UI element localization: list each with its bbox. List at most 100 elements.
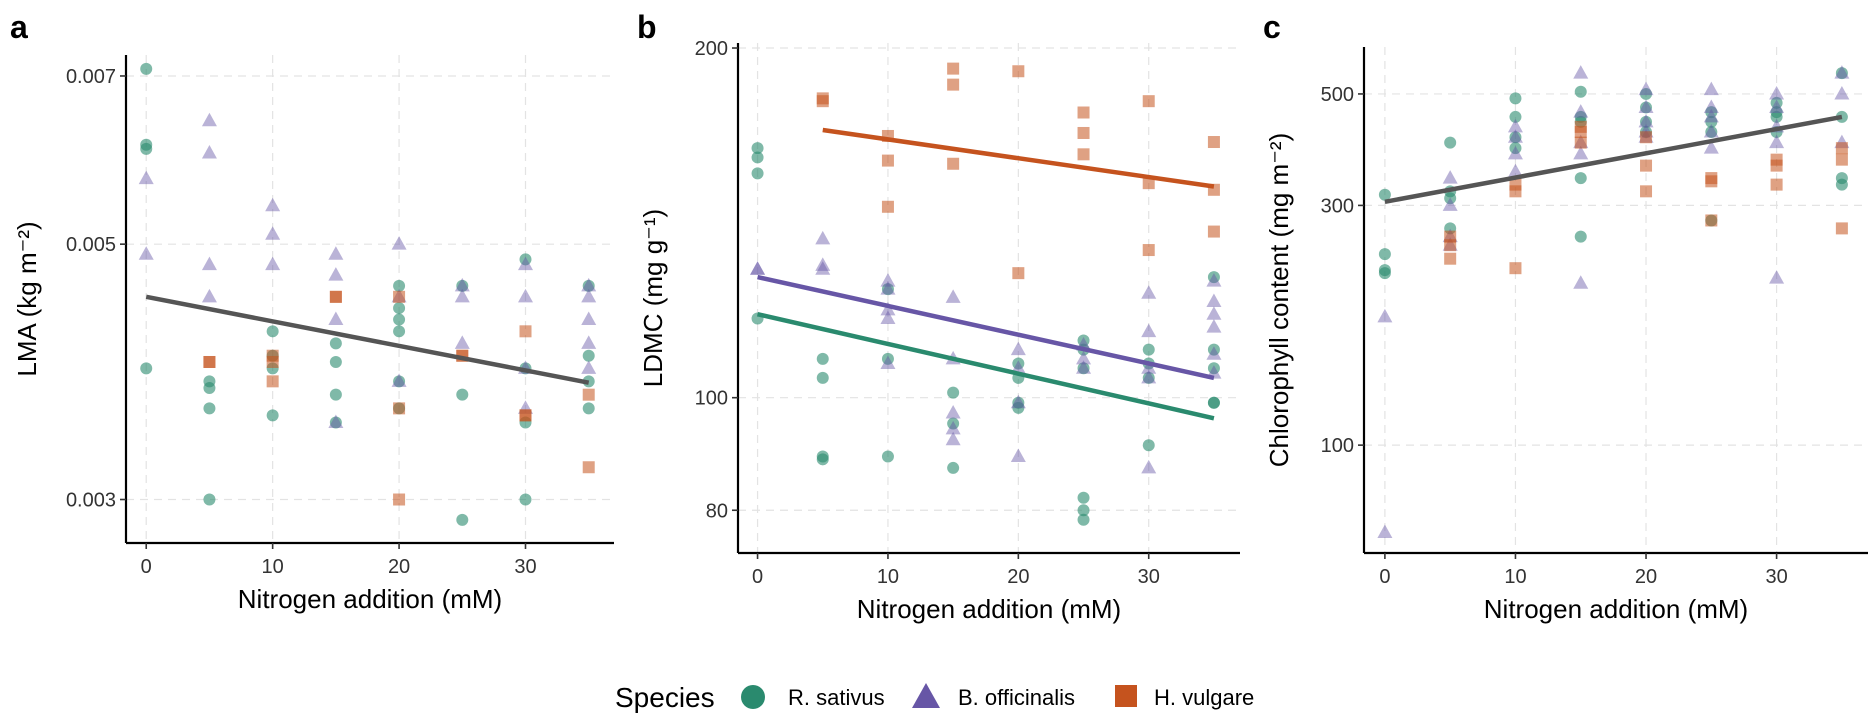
point-b-officinalis [880,355,896,370]
y-tick-label: 80 [706,500,728,522]
point-r-sativus [947,386,960,399]
point-r-sativus [329,416,342,429]
point-b-officinalis [1010,448,1026,462]
point-r-sativus [1207,343,1220,356]
point-b-officinalis [265,256,281,271]
y-tick-label: 100 [1321,435,1354,457]
point-b-officinalis [454,288,470,303]
fit-line-all [1384,114,1843,205]
point-r-sativus [1077,362,1090,375]
point-r-sativus [456,388,469,401]
point-b-officinalis [1010,341,1026,356]
point-h-vulgare [1574,136,1587,149]
point-h-vulgare [1640,131,1653,144]
legend-label-b-officinalis: B. officinalis [958,685,1075,710]
fit-line-h-vulgare [822,127,1215,189]
point-b-officinalis [880,310,896,324]
point-b-officinalis [880,273,896,287]
point-r-sativus [456,513,469,526]
point-h-vulgare [393,402,406,415]
point-r-sativus [1770,96,1783,109]
point-b-officinalis [880,281,896,295]
y-tick-label: 0.005 [66,234,116,256]
point-r-sativus [1835,178,1848,191]
legend: Species R. sativus B. officinalis H. vul… [615,682,1254,713]
point-h-vulgare [947,157,960,170]
point-r-sativus [1509,142,1522,155]
point-h-vulgare [1835,153,1848,166]
point-r-sativus [1574,230,1587,243]
point-b-officinalis [265,226,281,240]
point-r-sativus [1705,125,1718,138]
point-b-officinalis [1206,293,1222,308]
point-r-sativus [1077,334,1090,347]
point-h-vulgare [1640,159,1653,172]
point-b-officinalis [518,288,534,303]
point-b-officinalis [1206,319,1222,333]
point-r-sativus [1077,504,1090,517]
x-tick-label: 30 [1765,566,1787,588]
legend-title: Species [615,682,715,713]
point-h-vulgare [582,388,595,401]
point-b-officinalis [1573,275,1589,289]
point-r-sativus [1509,110,1522,123]
point-r-sativus [393,279,406,292]
point-r-sativus [582,349,595,362]
point-h-vulgare [266,375,279,388]
point-h-vulgare [1770,159,1783,172]
point-r-sativus [1509,131,1522,144]
point-b-officinalis [391,236,407,250]
point-r-sativus [1640,115,1653,128]
point-r-sativus [751,142,764,155]
point-r-sativus [266,325,279,338]
point-b-officinalis [1769,270,1785,284]
point-r-sativus [203,381,216,394]
x-tick-label: 0 [141,556,152,578]
point-r-sativus [329,337,342,350]
point-r-sativus [1705,106,1718,119]
x-axis-title: Nitrogen addition (mM) [1484,594,1748,624]
point-h-vulgare [1012,65,1025,78]
point-r-sativus [393,325,406,338]
point-b-officinalis [1010,394,1026,409]
point-r-sativus [1012,357,1025,370]
point-h-vulgare [203,355,216,368]
point-b-officinalis [1442,170,1458,184]
point-b-officinalis [581,360,597,374]
point-b-officinalis [581,311,597,326]
point-r-sativus [751,151,764,164]
point-b-officinalis [1377,524,1393,539]
point-b-officinalis [581,335,597,349]
point-r-sativus [203,493,216,506]
point-r-sativus [582,402,595,415]
point-b-officinalis [138,246,154,260]
point-b-officinalis [1377,308,1393,323]
point-b-officinalis [201,288,217,303]
point-r-sativus [1444,136,1457,149]
point-b-officinalis [454,335,470,349]
fit-line-r-sativus [757,311,1215,421]
point-r-sativus [1207,396,1220,409]
panel-c: c 0 10 20 30 100 300 500 Nitrogen addition (mM)… [1263,9,1868,624]
point-r-sativus [816,453,829,466]
point-b-officinalis [1573,65,1589,79]
point-b-officinalis [1507,163,1523,178]
point-b-officinalis [815,230,831,245]
point-r-sativus [1835,67,1848,80]
point-h-vulgare [1509,185,1522,198]
point-r-sativus [947,417,960,430]
point-r-sativus [519,493,532,506]
point-h-vulgare [1077,148,1090,161]
point-r-sativus [393,313,406,326]
point-b-officinalis [201,112,217,127]
point-b-officinalis [265,197,281,212]
point-b-officinalis [328,246,344,260]
point-r-sativus [947,461,960,474]
point-r-sativus [140,142,153,155]
point-r-sativus [582,279,595,292]
point-b-officinalis [1638,81,1654,96]
x-tick-label: 0 [752,566,763,588]
point-h-vulgare [947,62,960,75]
fit-line-all [145,294,590,385]
